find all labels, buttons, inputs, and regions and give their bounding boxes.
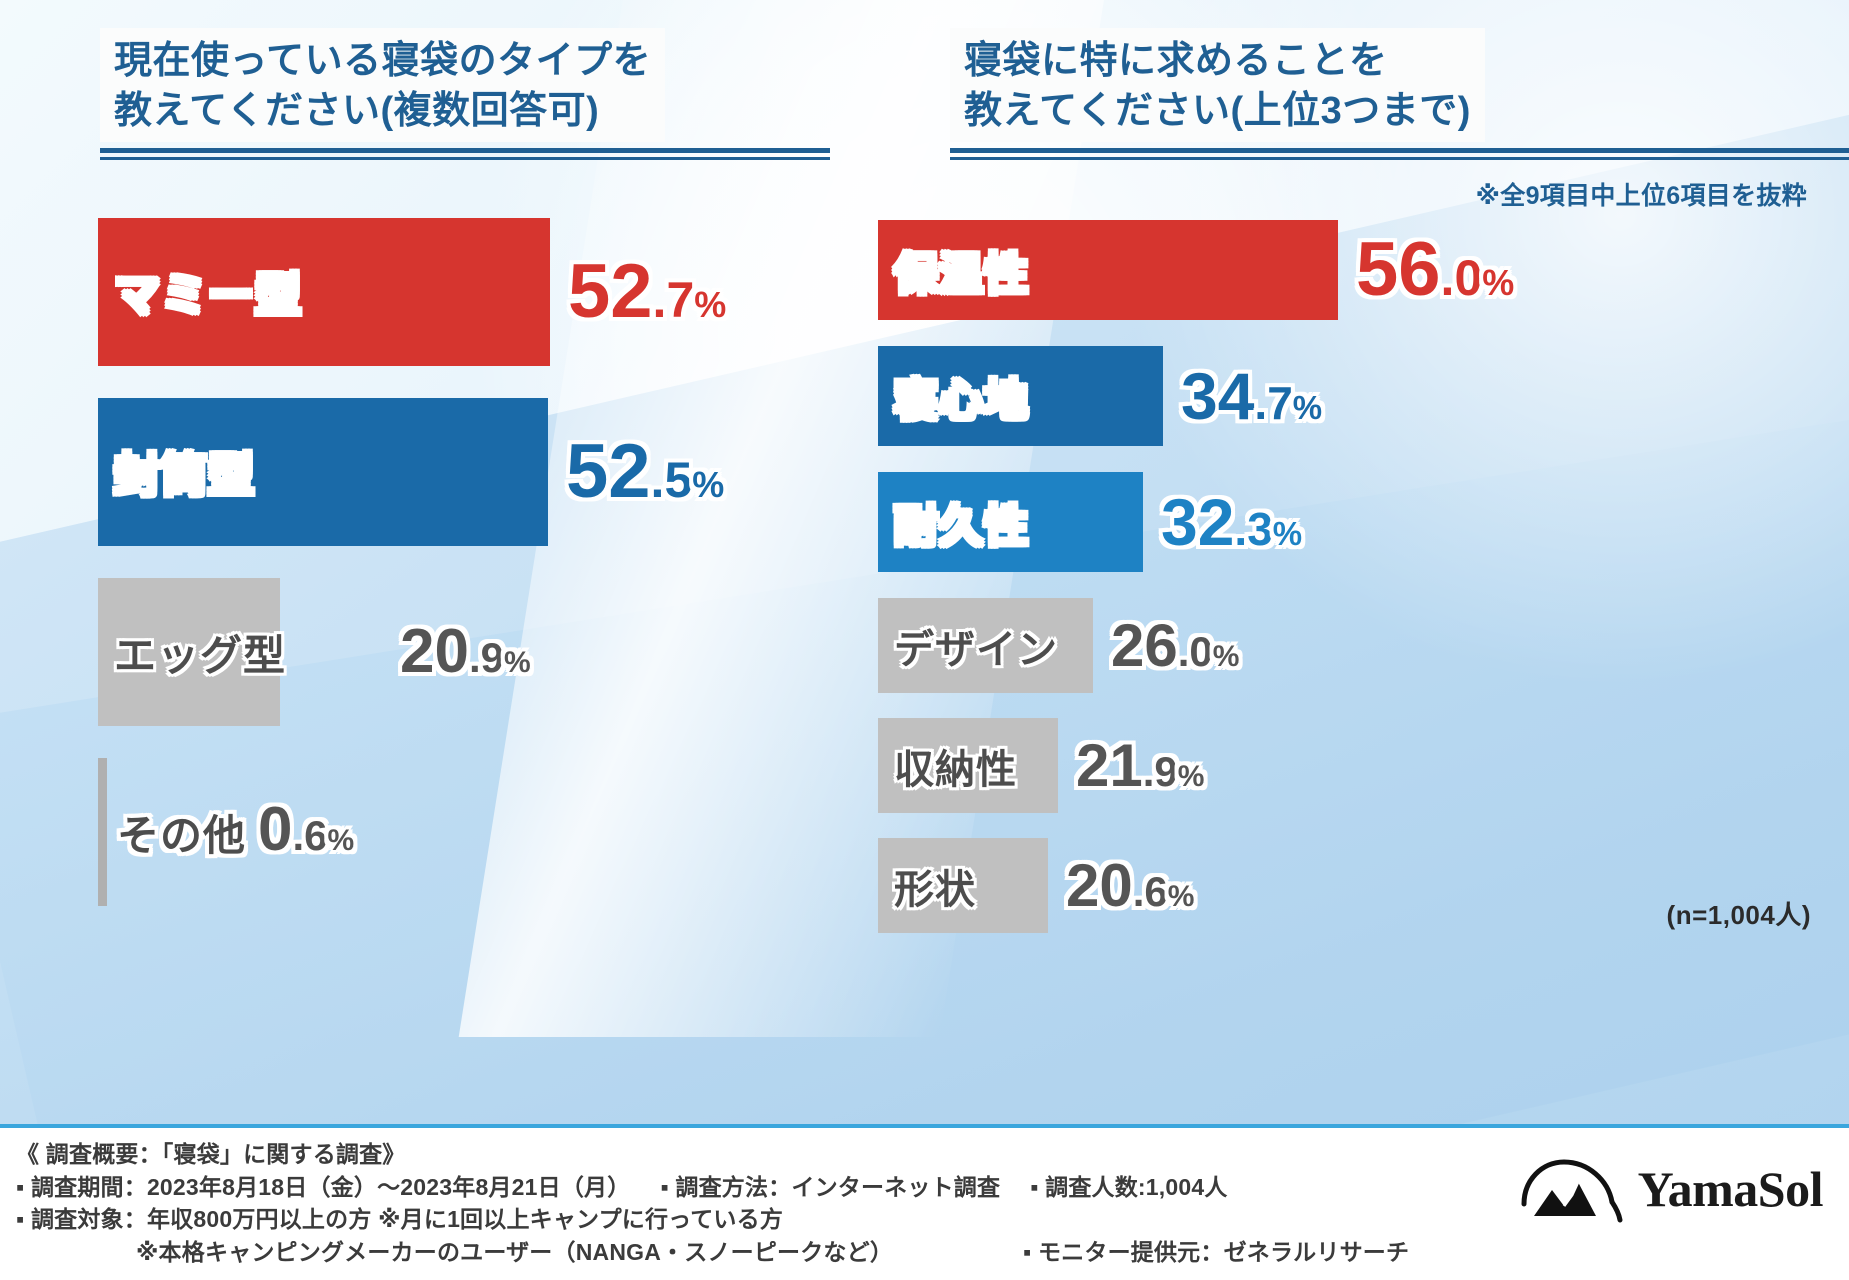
bar-row: デザイン 26 .0 % (878, 598, 1239, 693)
mountain-icon (1520, 1154, 1624, 1224)
left-chart-title: 現在使っている寝袋のタイプを 教えてください(複数回答可) (100, 28, 830, 161)
left-title-rule-thick (100, 148, 830, 154)
bar-row: 耐久性 32 .3 % (878, 472, 1302, 572)
survey-meta-row: ▪ 調査期間：2023年8月18日（金）〜2023年8月21日（月） ▪ 調査方… (16, 1171, 1409, 1204)
survey-target: ▪ 調査対象：年収800万円以上の方 ※月に1回以上キャンプに行っている方 (16, 1206, 784, 1233)
bar-value: 32 .3 % (1161, 484, 1303, 559)
value-decimal: .5 (650, 451, 693, 508)
bar-durability: 耐久性 (878, 472, 1143, 572)
value-integer: 20 (400, 616, 469, 686)
bar-row: エッグ型 20 .9 % (98, 578, 531, 726)
left-title-rule-thin (100, 157, 830, 161)
value-percent-sign: % (694, 283, 727, 325)
value-decimal: .9 (468, 633, 504, 681)
bar-other (98, 758, 107, 906)
bar-value: 52 .5 % (566, 428, 725, 514)
value-integer: 0 (258, 795, 293, 864)
value-integer: 56 (1356, 226, 1441, 312)
survey-method: ▪ 調査方法：インターネット調査 (660, 1173, 1001, 1200)
value-percent-sign: % (692, 463, 725, 505)
value-integer: 26 (1111, 612, 1178, 679)
value-decimal: .6 (292, 812, 328, 859)
bar-row: 保温性 56 .0 % (878, 220, 1514, 320)
value-integer: 34 (1181, 358, 1255, 433)
value-decimal: .0 (1177, 628, 1213, 675)
value-integer: 32 (1161, 484, 1235, 559)
bar-label: 保温性 (894, 250, 1029, 299)
bar-value: 26 .0 % (1111, 612, 1240, 679)
footer-bar: 《 調査概要：「寝袋」に関する調査》 ▪ 調査期間：2023年8月18日（金）〜… (0, 1124, 1849, 1280)
bar-label: 耐久性 (894, 502, 1029, 551)
bar-row: 寝心地 34 .7 % (878, 346, 1322, 446)
left-title-line2: 教えてください(複数回答可) (114, 90, 600, 133)
bar-label: エッグ型 (114, 631, 287, 679)
survey-target-note-row: ※本格キャンピングメーカーのユーザー（NANGA・スノーピークなど） ▪ モニタ… (16, 1236, 1409, 1269)
right-title-rule-thick (950, 148, 1849, 154)
left-chart-panel: 現在使っている寝袋のタイプを 教えてください(複数回答可) マミー型 52 .7… (0, 0, 830, 950)
value-decimal: .3 (1234, 502, 1273, 555)
survey-title: 《 調査概要：「寝袋」に関する調査》 (16, 1141, 406, 1167)
value-integer: 21 (1076, 732, 1143, 799)
right-title-line1: 寝袋に特に求めることを (964, 40, 1388, 82)
value-percent-sign: % (1212, 640, 1240, 673)
right-chart-note: ※全9項目中上位6項目を抜粋 (1475, 182, 1807, 211)
yamasol-logo: YamaSol (1520, 1154, 1824, 1224)
survey-monitor-source: ▪ モニター提供元：ゼネラルリサーチ (1023, 1238, 1410, 1265)
bar-row: 収納性 21 .9 % (878, 718, 1204, 813)
bar-row: マミー型 52 .7 % (98, 218, 726, 366)
bar-value: 34 .7 % (1181, 358, 1323, 433)
value-decimal: .7 (1254, 376, 1293, 429)
bar-label: 形状 (894, 867, 976, 912)
bar-envelope: 封筒型 (98, 398, 548, 546)
bar-value: 21 .9 % (1076, 732, 1205, 799)
bar-row: 形状 20 .6 % (878, 838, 1194, 933)
bar-storage: 収納性 (878, 718, 1058, 813)
value-decimal: .9 (1142, 748, 1178, 795)
bar-value: 56 .0 % (1356, 226, 1515, 312)
bar-label: 封筒型 (114, 449, 255, 501)
survey-target-note: ※本格キャンピングメーカーのユーザー（NANGA・スノーピークなど） (136, 1238, 894, 1265)
logo-wordmark: YamaSol (1637, 1161, 1824, 1217)
bar-warmth: 保温性 (878, 220, 1338, 320)
bar-label: マミー型 (114, 269, 302, 321)
bar-label: デザイン (894, 627, 1058, 672)
value-integer: 52 (566, 428, 651, 514)
bar-mummy: マミー型 (98, 218, 550, 366)
value-percent-sign: % (327, 824, 355, 857)
survey-count: ▪ 調査人数:1,004人 (1030, 1173, 1228, 1200)
bar-row: その他 0 .6 % (98, 758, 354, 906)
value-percent-sign: % (504, 645, 531, 679)
bar-value: 20 .6 % (1066, 852, 1195, 919)
bar-row: 封筒型 52 .5 % (98, 398, 724, 546)
bar-comfort: 寝心地 (878, 346, 1163, 446)
bar-label: 寝心地 (894, 376, 1029, 425)
bar-shape: 形状 (878, 838, 1048, 933)
bar-value: 52 .7 % (568, 248, 727, 334)
bar-value: その他 0 .6 % (117, 795, 355, 864)
right-chart-panel: 寝袋に特に求めることを 教えてください(上位3つまで) ※全9項目中上位6項目を… (830, 0, 1849, 950)
bar-egg: エッグ型 (98, 578, 285, 726)
value-integer: 52 (568, 248, 653, 334)
left-title-line1: 現在使っている寝袋のタイプを (114, 40, 652, 82)
bar-value: 20 .9 % (400, 616, 531, 686)
value-percent-sign: % (1177, 760, 1205, 793)
sample-size-label: (n=1,004人) (1666, 900, 1811, 930)
survey-summary: 《 調査概要：「寝袋」に関する調査》 ▪ 調査期間：2023年8月18日（金）〜… (16, 1138, 1409, 1269)
value-percent-sign: % (1292, 388, 1323, 426)
bar-design: デザイン (878, 598, 1093, 693)
value-percent-sign: % (1272, 514, 1303, 552)
right-chart-title: 寝袋に特に求めることを 教えてください(上位3つまで) (950, 28, 1849, 161)
value-decimal: .6 (1132, 868, 1168, 915)
bar-label: 収納性 (894, 747, 1017, 792)
bar-label: その他 (117, 812, 247, 859)
right-title-rule-thin (950, 157, 1849, 161)
right-title-line2: 教えてください(上位3つまで) (964, 90, 1471, 133)
value-decimal: .0 (1440, 249, 1483, 306)
value-integer: 20 (1066, 852, 1133, 919)
value-percent-sign: % (1482, 261, 1515, 303)
value-decimal: .7 (652, 271, 695, 328)
survey-period: ▪ 調査期間：2023年8月18日（金）〜2023年8月21日（月） (16, 1173, 631, 1200)
value-percent-sign: % (1167, 880, 1195, 913)
